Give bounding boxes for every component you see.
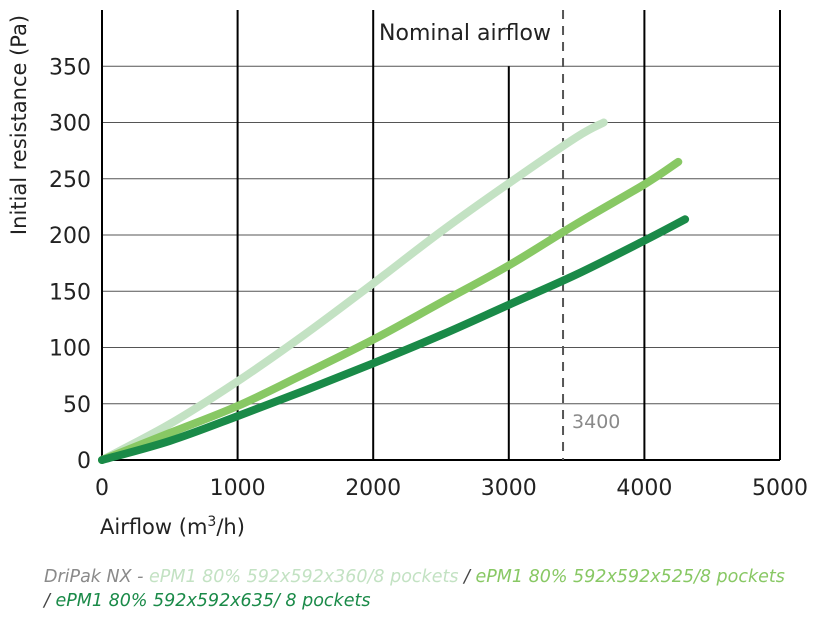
y-tick-label: 100 — [49, 337, 91, 362]
y-axis-title: Initial resistance (Pa) — [7, 15, 31, 235]
y-axis-label: Initial resistance (Pa) — [7, 15, 31, 235]
series-line-2 — [98, 157, 683, 464]
x-tick-label: 3000 — [481, 476, 537, 501]
horizontal-gridlines — [102, 65, 780, 461]
nominal-airflow-label: Nominal airflow — [379, 21, 551, 46]
legend-item-2: ePM1 80% 592x592x525/8 pockets — [475, 567, 785, 587]
chart: Nominal airflow 3400 0 50 100 150 200 250 300 35… — [7, 10, 808, 539]
y-tick-label: 50 — [63, 393, 91, 418]
x-tick-label: 0 — [95, 476, 109, 501]
y-tick-labels: 0 50 100 150 200 250 300 350 — [49, 55, 91, 474]
x-tick-label: 1000 — [210, 476, 266, 501]
legend-separator-2: / — [44, 591, 56, 611]
series-layer — [98, 118, 690, 464]
x-tick-label: 2000 — [345, 476, 401, 501]
legend-item-1: ePM1 80% 592x592x360/8 pockets — [149, 567, 459, 587]
y-tick-label: 250 — [49, 168, 91, 193]
series-line-1 — [98, 118, 608, 464]
legend-separator-1: / — [458, 567, 476, 587]
legend-prefix: DriPak NX - — [44, 567, 150, 587]
nominal-airflow-value: 3400 — [572, 411, 620, 433]
y-tick-label: 0 — [77, 449, 91, 474]
x-tick-label: 4000 — [616, 476, 672, 501]
y-tick-label: 300 — [49, 112, 91, 137]
legend-item-3: ePM1 80% 592x592x635/ 8 pockets — [55, 591, 371, 611]
y-tick-label: 150 — [49, 280, 91, 305]
y-tick-label: 350 — [49, 55, 91, 80]
x-tick-label: 5000 — [752, 476, 808, 501]
legend-caption: DriPak NX - ePM1 80% 592x592x360/8 pocke… — [44, 565, 814, 613]
x-axis-label: Airflow (m3/h) — [100, 514, 245, 539]
nominal-airflow-marker: Nominal airflow 3400 — [379, 10, 620, 460]
x-tick-labels: 0 1000 2000 3000 4000 5000 — [95, 476, 808, 501]
y-tick-label: 200 — [49, 224, 91, 249]
series-line-3 — [98, 215, 690, 464]
